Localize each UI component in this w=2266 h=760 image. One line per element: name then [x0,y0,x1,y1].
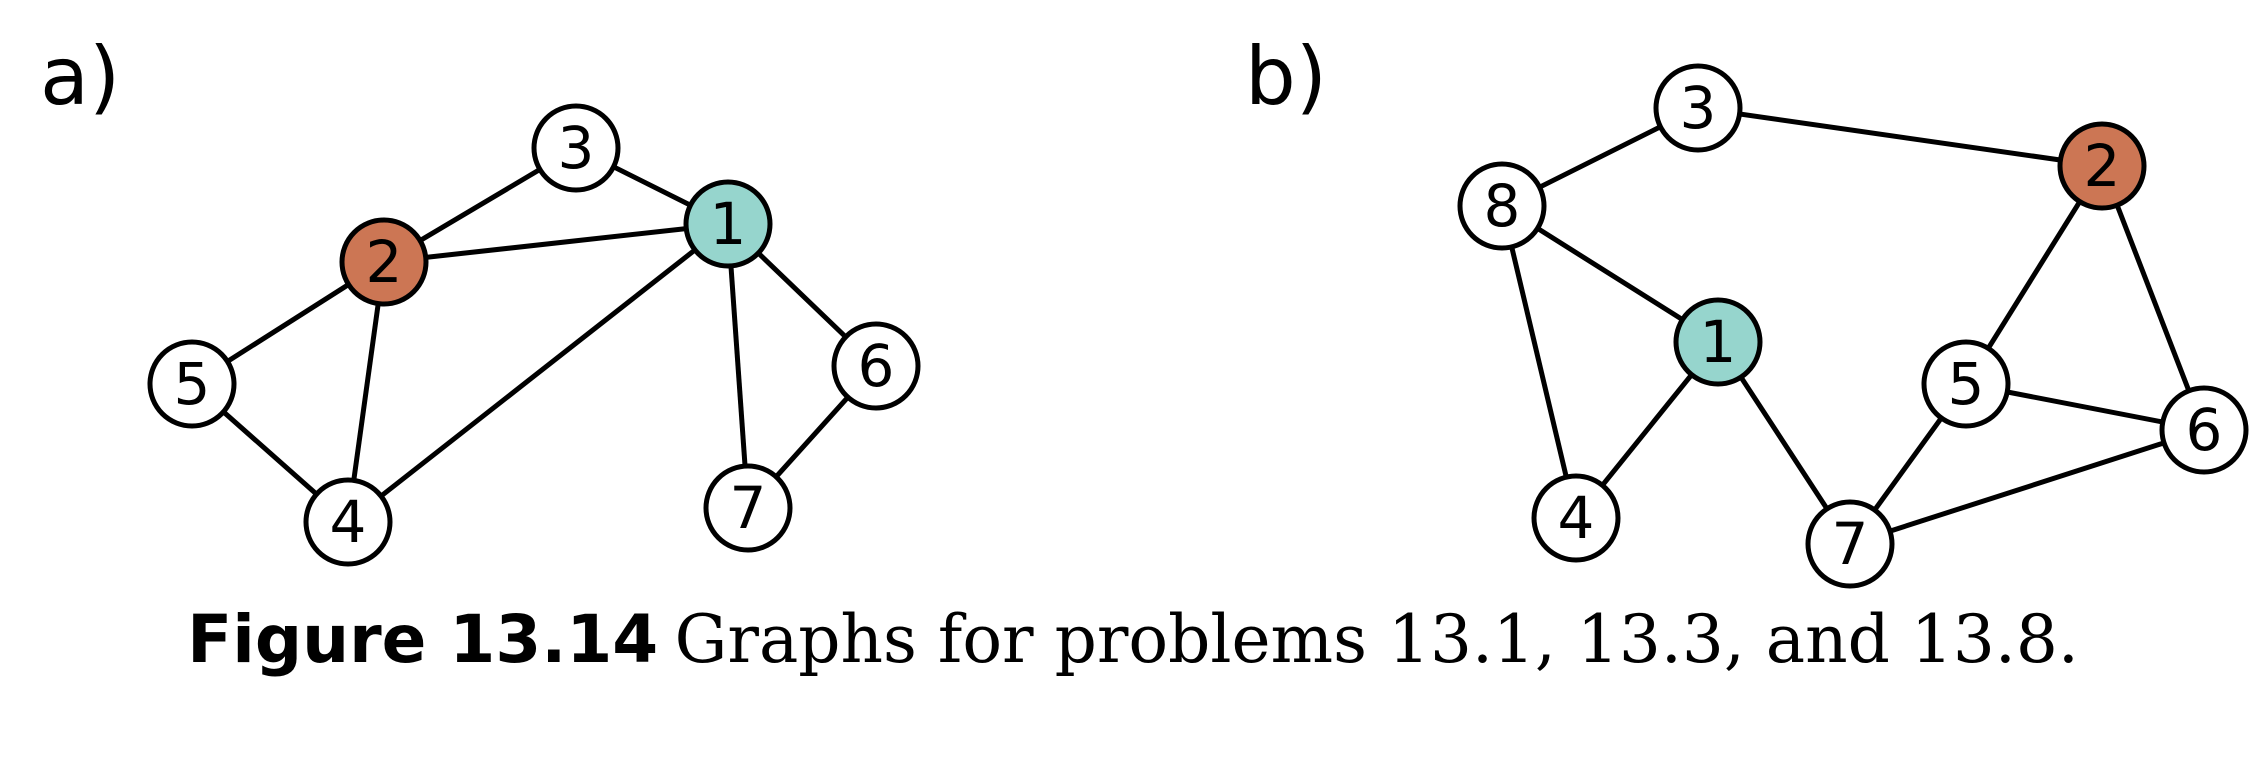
panel-b-edge-2-6 [2099,165,2207,431]
panel-b-node-3: 3 [1653,63,1743,153]
panel-b-node-7: 7 [1805,499,1895,589]
panel-b-node-2: 2 [2057,121,2147,211]
panel-a-node-1-circle [683,179,773,269]
panel-b-node-8: 8 [1457,161,1547,251]
panel-b-edge-7-6 [1849,427,2205,547]
panel-b-label: b) [1245,30,1327,123]
panel-a-node-5-circle [147,339,237,429]
panel-b: b) 1 2 3 4 5 6 7 8 [1245,30,2249,589]
panel-b-node-1-label: 1 [1700,308,1737,376]
panel-a-node-3: 3 [531,103,621,193]
panel-b-node-2-circle [2057,121,2147,211]
panel-b-node-5: 5 [1921,339,2011,429]
panel-b-node-3-label: 3 [1680,74,1717,142]
panel-a-node-4-label: 4 [330,488,367,556]
panel-a-node-6-circle [831,321,921,411]
panel-b-node-8-circle [1457,161,1547,251]
panel-a-node-5-label: 5 [174,350,211,418]
panel-a-node-6-label: 6 [858,332,895,400]
panel-b-node-4-circle [1531,473,1621,563]
panel-a-node-6: 6 [831,321,921,411]
panel-a-label: a) [40,30,120,123]
panel-b-node-2-label: 2 [2084,132,2121,200]
panel-a-node-1: 1 [683,179,773,269]
panel-a-node-2: 2 [339,217,429,307]
panel-b-node-8-label: 8 [1484,172,1521,240]
panel-b-node-5-label: 5 [1948,350,1985,418]
panel-a-node-3-circle [531,103,621,193]
panel-a-node-4-circle [303,477,393,567]
panel-a-node-5: 5 [147,339,237,429]
caption-figure-number: Figure 13.14 [187,601,659,678]
panel-a-edges [190,145,878,524]
panel-b-node-7-circle [1805,499,1895,589]
panel-b-node-6-label: 6 [2186,396,2223,464]
panel-b-node-4: 4 [1531,473,1621,563]
panel-b-node-6-circle [2159,385,2249,475]
panel-b-edge-3-2 [1697,105,2103,169]
panel-a-node-2-circle [339,217,429,307]
panel-b-node-5-circle [1921,339,2011,429]
panel-a-node-4: 4 [303,477,393,567]
panel-a-node-1-label: 1 [710,190,747,258]
panel-b-node-6: 6 [2159,385,2249,475]
panel-b-node-1-circle [1673,297,1763,387]
panel-a: a) 1 2 3 4 5 6 7 [40,30,921,567]
panel-a-edge-2-1 [383,221,729,265]
panel-a-edge-1-7 [725,223,751,509]
panel-a-node-7-circle [703,463,793,553]
panel-a-node-7-label: 7 [730,474,767,542]
figure-caption: Figure 13.14 Graphs for problems 13.1, 1… [0,600,2266,680]
panel-a-node-7: 7 [703,463,793,553]
panel-b-node-7-label: 7 [1832,510,1869,578]
panel-b-edge-8-4 [1499,205,1579,519]
panel-a-edge-4-1 [346,222,730,524]
panel-b-node-1: 1 [1673,297,1763,387]
panel-b-node-3-circle [1653,63,1743,153]
panel-b-node-4-label: 4 [1558,484,1595,552]
caption-text: Graphs for problems 13.1, 13.3, and 13.8… [674,601,2079,678]
panel-a-nodes: 1 2 3 4 5 6 7 [147,103,921,567]
panel-b-nodes: 1 2 3 4 5 6 7 8 [1457,63,2249,589]
panel-a-node-3-label: 3 [558,114,595,182]
panel-a-node-2-label: 2 [366,228,403,296]
